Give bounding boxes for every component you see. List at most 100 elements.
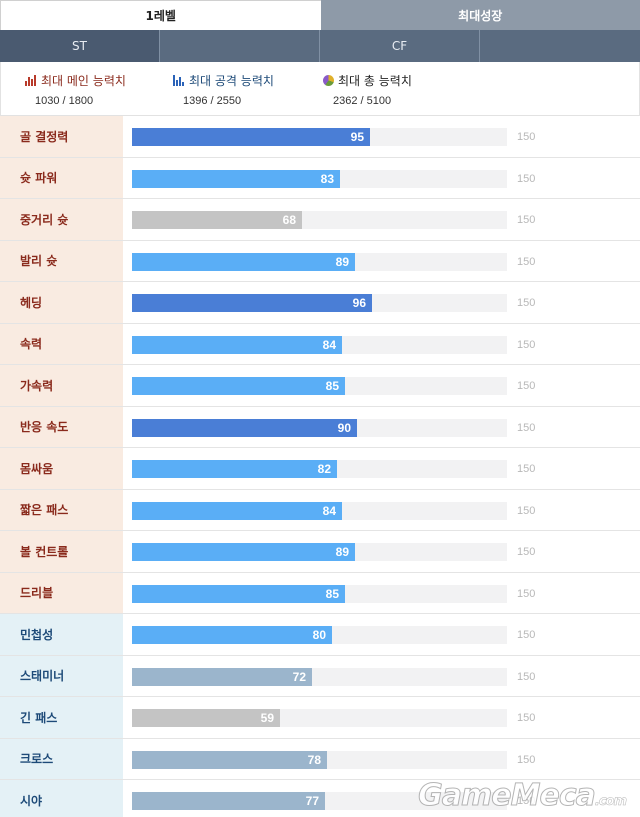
- watermark-text: GameMeca: [418, 778, 597, 814]
- stat-bar-track: 77: [132, 792, 507, 810]
- stat-value: 85: [325, 586, 339, 601]
- stat-row: 중거리 슛 68 150: [0, 199, 640, 241]
- stat-bar-track: 96: [132, 294, 507, 312]
- summary-label: 최대 메인 능력치: [41, 74, 126, 88]
- stat-max: 150: [517, 297, 536, 309]
- stat-bar-fill: [132, 667, 312, 686]
- stat-value: 89: [335, 545, 349, 559]
- stat-bar-track: 90: [132, 418, 507, 437]
- stat-row: 발리 슛 89 150: [0, 240, 640, 282]
- tab-0[interactable]: 1레벨: [0, 0, 321, 30]
- stat-bar-fill: [132, 252, 355, 271]
- stat-label: 몸싸움: [0, 448, 123, 489]
- stat-label: 반응 속도: [0, 406, 123, 447]
- stat-bar-fill: [132, 543, 355, 561]
- stat-row: 짧은 패스 84 150: [0, 489, 640, 531]
- stat-max: 150: [517, 131, 536, 143]
- stat-bar-track: 72: [132, 667, 507, 686]
- stat-value: 90: [337, 420, 351, 435]
- stat-row: 긴 패스 59 150: [0, 697, 640, 739]
- summary-label-row: 최대 총 능력치: [323, 72, 412, 89]
- position-tab-0[interactable]: ST: [0, 30, 160, 62]
- stat-value: 80: [312, 628, 326, 642]
- stat-max: 150: [517, 338, 536, 351]
- position-bar: ST CF: [0, 30, 640, 62]
- stat-row: 시야 77 150: [0, 780, 640, 817]
- stat-row: 스태미너 72 150: [0, 655, 640, 697]
- stat-bar-fill: [132, 709, 280, 727]
- stat-label: 골 결정력: [0, 116, 123, 157]
- stat-bar-fill: [132, 584, 345, 603]
- stat-max: 150: [517, 421, 536, 434]
- stat-label: 중거리 슛: [0, 199, 123, 240]
- stat-row: 반응 속도 90 150: [0, 406, 640, 448]
- stat-row: 슛 파워 83 150: [0, 157, 640, 199]
- stat-label: 짧은 패스: [0, 489, 123, 530]
- stat-bar-track: 89: [132, 543, 507, 561]
- stat-row: 민첩성 80 150: [0, 614, 640, 656]
- summary-value: 1396 / 2550: [183, 95, 242, 107]
- stat-value: 84: [322, 503, 336, 518]
- summary-item: 최대 메인 능력치 1030 / 1800: [25, 72, 126, 107]
- stat-max: 150: [517, 629, 536, 641]
- stat-max: 150: [517, 587, 536, 600]
- stat-label: 긴 패스: [0, 697, 123, 738]
- stat-value: 89: [335, 254, 349, 269]
- stat-label: 헤딩: [0, 282, 123, 323]
- stat-bar-fill: [132, 335, 342, 354]
- level-tabs: 1레벨 최대성장: [0, 0, 640, 30]
- stat-value: 96: [352, 296, 366, 310]
- stat-label: 볼 컨트롤: [0, 531, 123, 572]
- stat-value: 72: [292, 669, 306, 684]
- stat-value: 59: [260, 711, 274, 725]
- stat-list: 골 결정력 95 150 슛 파워 83 150 중거리 슛 68 150 발리 슛 89 150 헤딩…: [0, 116, 640, 817]
- stat-label: 민첩성: [0, 614, 123, 655]
- stat-value: 95: [350, 130, 364, 144]
- stat-bar-fill: [132, 377, 345, 395]
- stat-max: 150: [517, 504, 536, 517]
- stat-row: 헤딩 96 150: [0, 282, 640, 324]
- stat-value: 82: [317, 462, 331, 476]
- stat-max: 150: [517, 255, 536, 268]
- summary-label: 최대 공격 능력치: [189, 74, 274, 88]
- stat-max: 150: [517, 795, 536, 807]
- position-tab-2[interactable]: CF: [320, 30, 480, 62]
- stat-bar-fill: [132, 792, 325, 810]
- position-tab-3[interactable]: [480, 30, 640, 62]
- summary-label-row: 최대 공격 능력치: [173, 72, 274, 89]
- watermark-suffix: .com: [594, 794, 628, 810]
- stat-bar-track: 85: [132, 584, 507, 603]
- stat-bar-fill: [132, 750, 327, 769]
- stat-bar-fill: [132, 211, 302, 229]
- stat-bar-fill: [132, 418, 357, 437]
- stat-max: 150: [517, 712, 536, 724]
- summary-value: 1030 / 1800: [35, 95, 94, 107]
- stat-max: 150: [517, 214, 536, 226]
- stat-value: 77: [305, 794, 319, 808]
- stat-bar-fill: [132, 294, 372, 312]
- bar-chart-icon: [25, 75, 37, 86]
- stat-max: 150: [517, 753, 536, 766]
- stat-row: 골 결정력 95 150: [0, 116, 640, 158]
- stat-bar-track: 82: [132, 460, 507, 478]
- stat-label: 스태미너: [0, 655, 123, 696]
- stat-max: 150: [517, 546, 536, 558]
- stat-bar-track: 85: [132, 377, 507, 395]
- tab-1[interactable]: 최대성장: [320, 0, 640, 30]
- position-tab-1[interactable]: [160, 30, 320, 62]
- stat-row: 크로스 78 150: [0, 738, 640, 780]
- stat-bar-track: 68: [132, 211, 507, 229]
- stat-row: 몸싸움 82 150: [0, 448, 640, 490]
- pie-chart-icon: [323, 75, 334, 86]
- stat-bar-track: 78: [132, 750, 507, 769]
- stat-bar-track: 84: [132, 335, 507, 354]
- gamemeca-watermark: GameMeca.com: [418, 778, 628, 814]
- stat-bar-fill: [132, 626, 332, 644]
- summary-label: 최대 총 능력치: [338, 74, 412, 88]
- stat-summary: 최대 메인 능력치 1030 / 1800 최대 공격 능력치 1396 / 2550…: [0, 62, 640, 116]
- stat-label: 발리 슛: [0, 240, 123, 281]
- summary-value: 2362 / 5100: [333, 95, 392, 107]
- stat-max: 150: [517, 172, 536, 185]
- summary-item: 최대 공격 능력치 1396 / 2550: [173, 72, 274, 107]
- stat-bar-track: 59: [132, 709, 507, 727]
